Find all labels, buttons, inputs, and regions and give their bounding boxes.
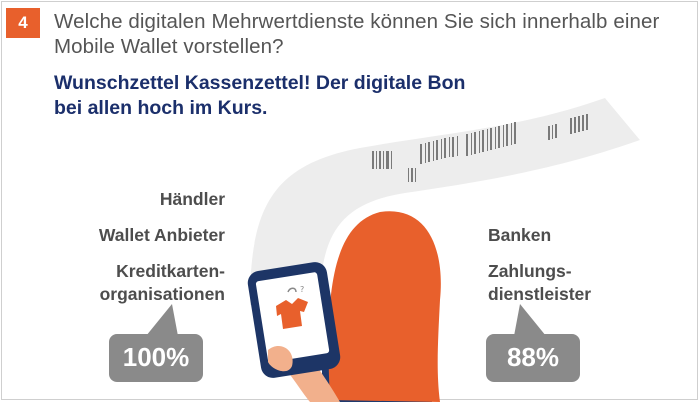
percent-left: 100% bbox=[122, 342, 190, 372]
bubble-right bbox=[486, 304, 580, 382]
label-organisationen: organisationen bbox=[99, 284, 225, 304]
bubble-left bbox=[109, 304, 203, 382]
smartphone-icon: ? bbox=[247, 262, 341, 378]
headline-line-2: bei allen hoch im Kurs. bbox=[54, 97, 268, 119]
label-wallet-anbieter: Wallet Anbieter bbox=[98, 225, 225, 245]
label-dienstleister: dienstleister bbox=[488, 284, 592, 304]
label-zahlungs: Zahlungs- bbox=[488, 261, 572, 281]
svg-text:?: ? bbox=[300, 285, 304, 294]
question-number-badge: 4 bbox=[6, 8, 40, 38]
headline-line-1: Wunschzettel Kassenzettel! Der digitale … bbox=[54, 72, 466, 94]
receipt-icon bbox=[250, 98, 640, 305]
label-banken: Banken bbox=[488, 225, 552, 245]
percent-right: 88% bbox=[506, 342, 560, 372]
label-kreditkarten: Kreditkarten- bbox=[116, 261, 225, 281]
label-haendler: Händler bbox=[159, 189, 225, 209]
question-text: Welche digitalen Mehrwertdienste können … bbox=[54, 10, 660, 58]
headline: Wunschzettel Kassenzettel! Der digitale … bbox=[54, 71, 514, 121]
question-number: 4 bbox=[18, 13, 28, 32]
